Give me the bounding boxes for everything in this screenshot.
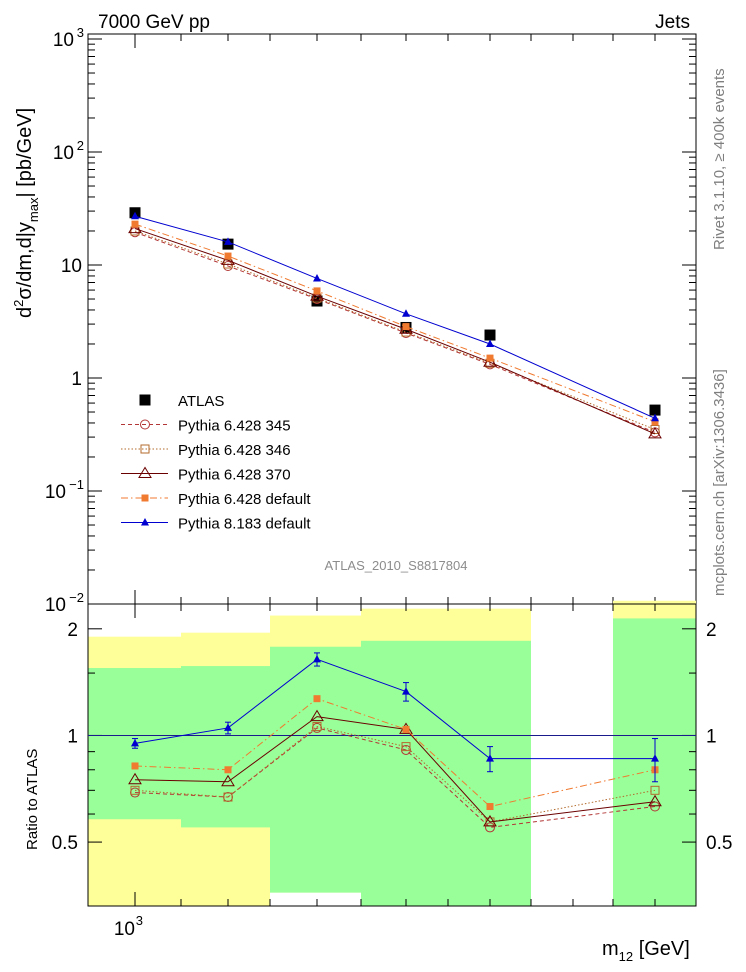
ratio-point-p370 [310, 709, 324, 722]
ratio-line-p8def [134, 658, 655, 760]
ratio-point-p346 [312, 721, 322, 731]
watermark: ATLAS_2010_S8817804 [325, 558, 468, 573]
legend-label-p6def: Pythia 6.428 default [178, 491, 311, 508]
ratio-point-p346 [130, 785, 140, 795]
legend-marker-ATLAS [139, 394, 151, 406]
ratio-point-p346 [223, 792, 233, 802]
y-tick-exp: 2 [77, 138, 84, 153]
data-point-p6def [313, 287, 321, 295]
ratio-point-p8def [131, 738, 139, 747]
ratio-tick-label: 1 [706, 726, 717, 747]
header-right: Jets [655, 12, 690, 33]
ratio-point-p8def [313, 654, 321, 663]
data-point-p6def [651, 418, 659, 426]
legend-label-ATLAS: ATLAS [178, 393, 224, 410]
ratio-line-p346 [134, 725, 656, 823]
ratio-tick-label: 2 [706, 620, 717, 641]
ratio-tick-label: 0.5 [52, 833, 78, 854]
legend-marker-p8def [141, 518, 149, 526]
data-point-p8def [402, 309, 410, 317]
ratio-point-p370 [128, 772, 142, 785]
y-tick-exp: −2 [69, 590, 84, 605]
x-tick-label: 10 [114, 919, 135, 940]
ratio-panel: 10 3 0.5 0.5 1 1 2 2 [52, 600, 732, 940]
ratio-point-p370 [483, 814, 497, 827]
ratio-point-p8def [224, 723, 232, 731]
ratio-tick-label: 1 [67, 726, 78, 747]
ratio-frame [87, 603, 697, 907]
legend-label-p345: Pythia 6.428 345 [178, 418, 291, 435]
data-point-ATLAS [311, 295, 323, 307]
header-left: 7000 GeV pp [98, 12, 210, 33]
ratio-point-p6def [402, 725, 410, 733]
x-axis-title-text: m12 [GeV] [602, 938, 690, 964]
y-tick-exp: −1 [69, 477, 84, 492]
legend-marker-p6def [141, 494, 149, 502]
ratio-line-p370 [134, 716, 656, 823]
y-tick-label: 10 [45, 482, 66, 503]
y-tick-label: 10 [45, 595, 66, 616]
ratio-point-p6def [224, 766, 232, 774]
y-axis-title: d2σ/dm,d|ymax| [pb/GeV] [11, 108, 41, 318]
ratio-line-p6def [134, 698, 656, 808]
data-point-p6def [486, 354, 494, 362]
ratio-point-p8def [651, 754, 659, 762]
legend-marker-p370 [138, 466, 152, 478]
data-point-p8def [131, 211, 139, 220]
ratio-point-p345 [485, 822, 495, 833]
data-point-p6def [402, 323, 410, 331]
ratio-band-green [270, 646, 361, 893]
ratio-point-p6def [313, 695, 321, 703]
data-point-ATLAS [649, 404, 661, 416]
x-axis-title: m12 [GeV] [602, 938, 690, 964]
legend-label-p8def: Pythia 8.183 default [178, 516, 311, 533]
legend: ATLAS Pythia 6.428 345 Pythia 6.428 346 Pyt… [121, 393, 311, 533]
series-line-p6def [134, 223, 656, 423]
x-tick-exp: 3 [136, 913, 143, 928]
ratio-point-p370 [648, 794, 662, 807]
ratio-point-p8def [402, 687, 410, 695]
ratio-point-p6def [131, 762, 139, 770]
y-tick-label: 1 [71, 369, 82, 390]
legend-label-p370: Pythia 6.428 370 [178, 467, 291, 484]
data-point-p8def [224, 237, 232, 245]
ratio-point-p346 [401, 742, 411, 752]
data-point-ATLAS [484, 329, 496, 341]
series-line-p8def [134, 215, 656, 419]
ratio-point-p370 [221, 774, 235, 787]
ratio-point-p346 [650, 785, 660, 795]
series-line-p345 [134, 231, 656, 433]
y-axis-title-text: d2σ/dm,d|ymax| [pb/GeV] [11, 108, 41, 318]
data-point-p6def [131, 220, 139, 228]
data-point-p370 [310, 289, 324, 301]
mcplots-label: mcplots.cern.ch [arXiv:1306.3436] [711, 369, 728, 596]
legend-marker-p346 [140, 444, 150, 454]
data-point-p8def [313, 273, 321, 282]
data-point-p6def [224, 252, 232, 260]
data-point-p370 [648, 426, 662, 439]
y-tick-label: 10 [53, 143, 74, 164]
ratio-point-p8def [486, 754, 494, 762]
series-line-p346 [134, 230, 656, 430]
data-point-p8def [651, 413, 659, 422]
ratio-band-green [181, 666, 270, 828]
series-line-p370 [134, 228, 656, 435]
rivet-label: Rivet 3.1.10, ≥ 400k events [711, 68, 728, 250]
ratio-point-p6def [486, 803, 494, 811]
data-point-p8def [486, 339, 494, 347]
y-tick-label: 10 [53, 30, 74, 51]
ratio-axis-title: Ratio to ATLAS [24, 749, 41, 850]
legend-marker-p345 [140, 419, 150, 430]
y-tick-label: 10 [61, 256, 82, 277]
ratio-tick-label: 2 [67, 620, 78, 641]
y-tick-exp: 3 [77, 25, 84, 40]
legend-label-p346: Pythia 6.428 346 [178, 442, 291, 459]
ratio-tick-label: 0.5 [706, 833, 732, 854]
